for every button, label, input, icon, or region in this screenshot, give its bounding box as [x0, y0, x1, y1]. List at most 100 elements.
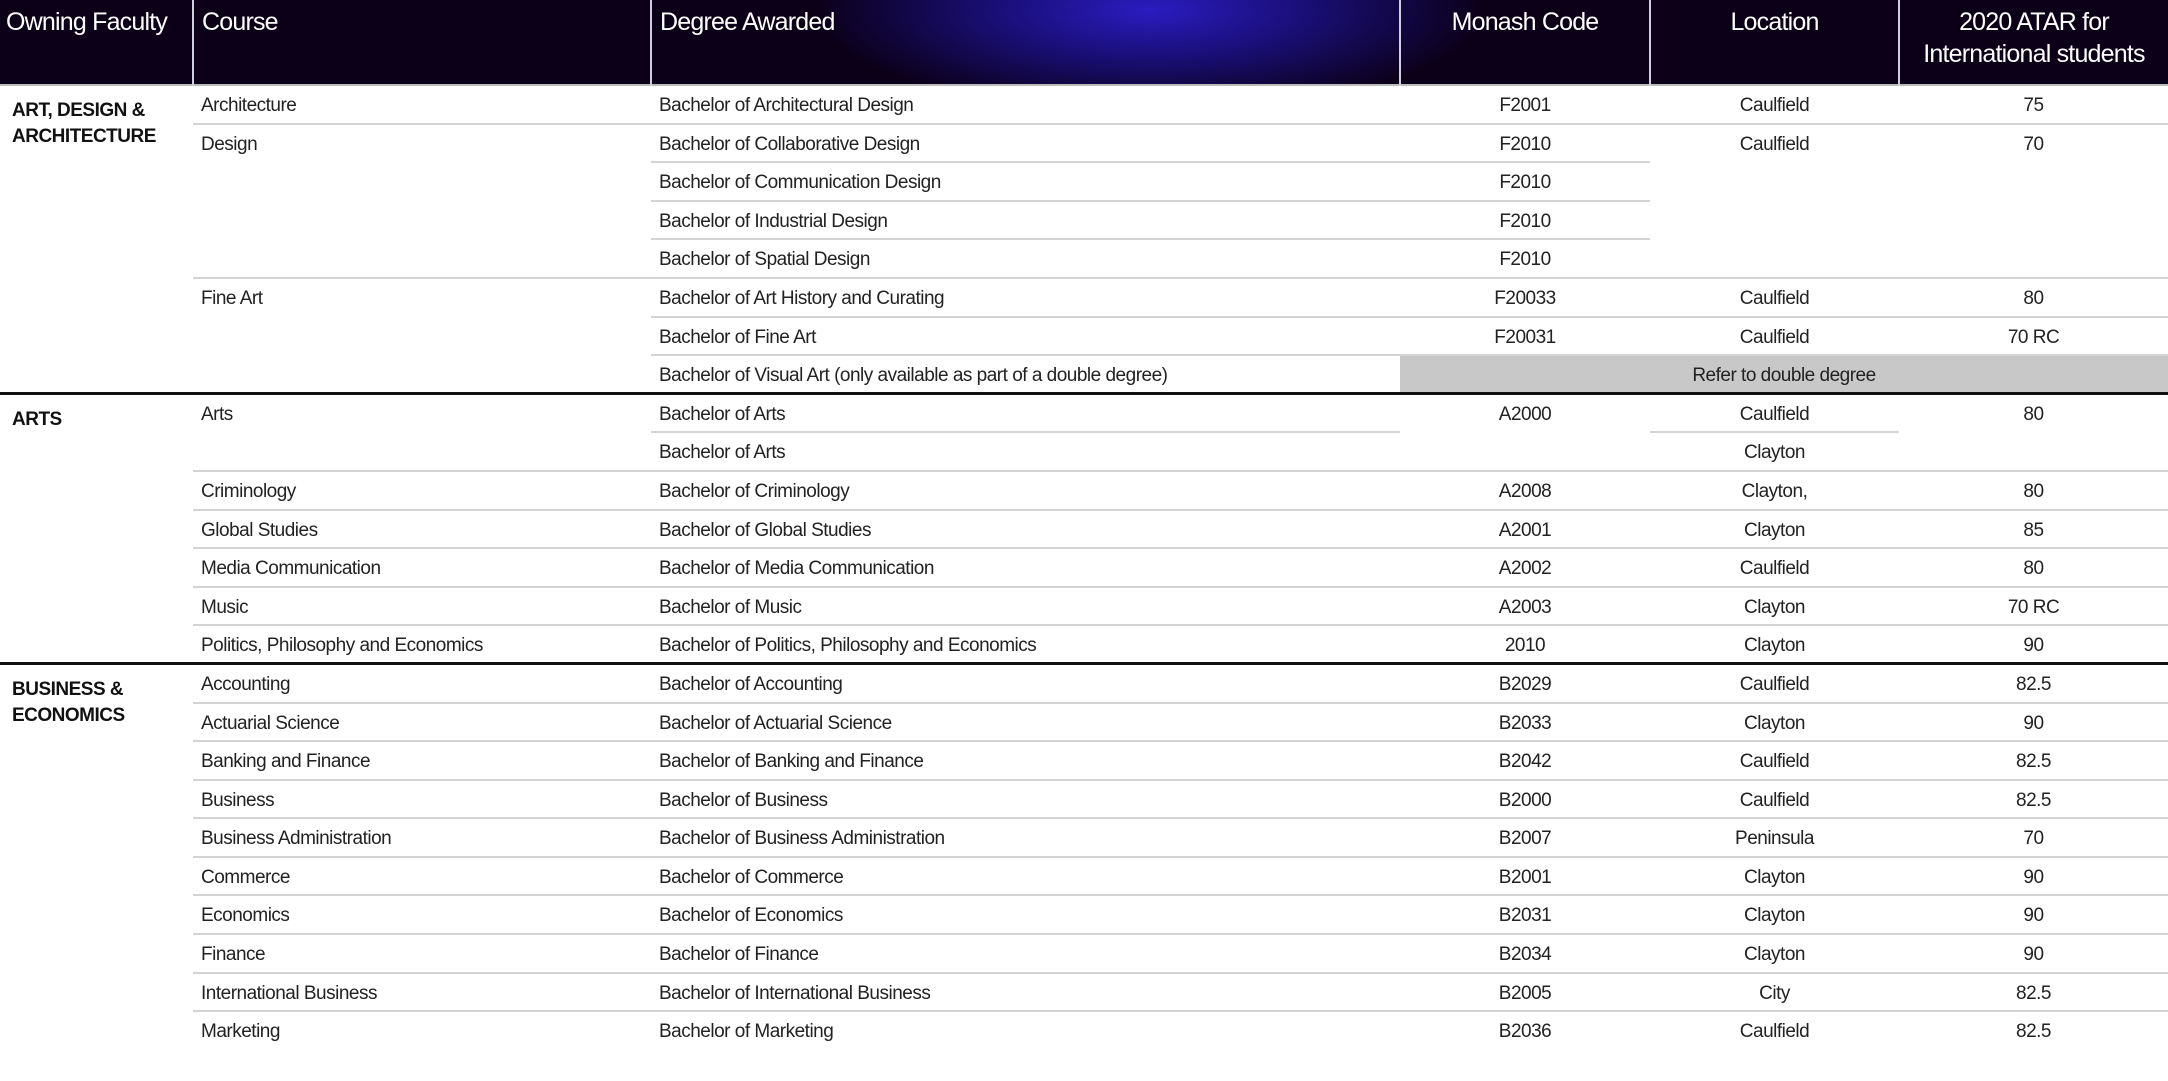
location-cell: Clayton — [1650, 431, 1899, 471]
location-cell: Clayton — [1650, 701, 1899, 742]
code-cell: A2002 — [1400, 547, 1650, 587]
course-cell: Arts — [193, 392, 651, 471]
table-row: Fine Art Bachelor of Art History and Cura… — [0, 276, 2168, 394]
atar-cell: 75 — [1899, 84, 2168, 124]
degree-cell: Bachelor of Finance — [651, 933, 1400, 973]
degree-cell: Bachelor of Spatial Design — [651, 238, 1400, 278]
code-cell: B2001 — [1400, 855, 1650, 896]
degree-cell: Bachelor of International Business — [651, 971, 1400, 1012]
location-cell: Clayton — [1650, 624, 1899, 664]
code-cell: B2034 — [1400, 933, 1650, 973]
header-owning-faculty: Owning Faculty — [6, 8, 168, 36]
location-cell: Caulfield — [1650, 84, 1899, 124]
degree-cell: Bachelor of Music — [651, 585, 1400, 626]
course-cell: Fine Art — [193, 276, 651, 394]
course-cell: Architecture — [193, 84, 651, 124]
location-cell: Caulfield — [1650, 547, 1899, 587]
location-cell: Peninsula — [1650, 817, 1899, 857]
header-location: Location — [1649, 0, 1899, 85]
table-row: Economics Bachelor of Economics B2031 Clayt… — [0, 894, 2168, 935]
faculty-cell: BUSINESS & ECONOMICS — [0, 662, 193, 1050]
course-cell: Politics, Philosophy and Economics — [193, 624, 651, 664]
atar-cell: 70 — [1899, 122, 2168, 278]
table-row: Criminology Bachelor of Criminology A2008 C… — [0, 469, 2168, 510]
code-cell: B2007 — [1400, 817, 1650, 857]
location-cell: Caulfield — [1650, 662, 1899, 703]
code-cell: B2031 — [1400, 894, 1650, 935]
course-cell: Media Communication — [193, 547, 651, 587]
code-cell: F20033 — [1400, 276, 1650, 317]
header-monash-code: Monash Code — [1399, 0, 1650, 85]
location-cell: Caulfield — [1650, 392, 1899, 433]
code-cell: 2010 — [1400, 624, 1650, 664]
course-cell: Accounting — [193, 662, 651, 703]
atar-cell: 70 RC — [1899, 315, 2168, 356]
table-row: Bachelor of Arts Clayton — [0, 431, 2168, 471]
code-cell: A2001 — [1400, 508, 1650, 549]
degree-cell: Bachelor of Communication Design — [651, 161, 1400, 201]
atar-cell: 82.5 — [1899, 740, 2168, 780]
atar-cell: 90 — [1899, 624, 2168, 664]
courses-table: Owning Faculty Course Degree Awarded Mon… — [0, 0, 2168, 1050]
header-row: Owning Faculty Course Degree Awarded Mon… — [0, 0, 2168, 85]
degree-cell: Bachelor of Business Administration — [651, 817, 1400, 857]
location-cell: Caulfield — [1650, 1010, 1899, 1050]
location-cell: City — [1650, 971, 1899, 1012]
code-cell: A2008 — [1400, 469, 1650, 510]
location-cell: Clayton — [1650, 585, 1899, 626]
table-row: Bachelor of Spatial Design F2010 — [0, 238, 2168, 278]
degree-cell: Bachelor of Marketing — [651, 1010, 1400, 1050]
course-cell: Global Studies — [193, 508, 651, 549]
degree-cell: Bachelor of Fine Art — [651, 315, 1400, 356]
location-cell: Clayton — [1650, 933, 1899, 973]
code-cell: F2001 — [1400, 84, 1650, 124]
location-cell: Clayton — [1650, 508, 1899, 549]
degree-cell: Bachelor of Banking and Finance — [651, 740, 1400, 780]
course-cell: Criminology — [193, 469, 651, 510]
atar-cell: 90 — [1899, 701, 2168, 742]
degree-cell: Bachelor of Commerce — [651, 855, 1400, 896]
table-row: Design Bachelor of Collaborative Design F2… — [0, 122, 2168, 278]
code-cell: B2036 — [1400, 1010, 1650, 1050]
table-row: Bachelor of Industrial Design F2010 — [0, 199, 2168, 240]
course-cell: Music — [193, 585, 651, 626]
location-cell: Clayton — [1650, 855, 1899, 896]
code-cell: B2005 — [1400, 971, 1650, 1012]
table-row: Bachelor of Fine Art F20031 Caulfield 70 RC — [0, 315, 2168, 356]
location-cell: Clayton — [1650, 894, 1899, 935]
course-cell: Actuarial Science — [193, 701, 651, 742]
course-cell: Marketing — [193, 1010, 651, 1050]
table-row: ART, DESIGN & ARCHITECTURE Architecture Ba… — [0, 84, 2168, 394]
table-row: Music Bachelor of Music A2003 Clayton 70 RC — [0, 585, 2168, 626]
table-row: Bachelor of Visual Art (only available a… — [0, 354, 2168, 394]
table-row: Bachelor of Communication Design F2010 — [0, 161, 2168, 201]
faculty-cell: ART, DESIGN & ARCHITECTURE — [0, 84, 193, 394]
location-cell: Caulfield — [1650, 740, 1899, 780]
code-cell: F2010 — [1400, 238, 1650, 278]
course-cell: Business — [193, 778, 651, 819]
table-row: Global Studies Bachelor of Global Studies… — [0, 508, 2168, 549]
code-cell: B2000 — [1400, 778, 1650, 819]
table-row: Business Administration Bachelor of Busin… — [0, 817, 2168, 857]
location-cell: Clayton, — [1650, 469, 1899, 510]
table-row: Actuarial Science Bachelor of Actuarial S… — [0, 701, 2168, 742]
table-row: ARTS Arts Bachelor of Arts A2000 Caulfield 80 — [0, 392, 2168, 664]
code-cell: A2000 — [1400, 392, 1650, 471]
atar-cell: 70 — [1899, 817, 2168, 857]
degree-cell: Bachelor of Industrial Design — [651, 199, 1400, 240]
table-row: Finance Bachelor of Finance B2034 Clayton 90 — [0, 933, 2168, 973]
table-row: International Business Bachelor of Intern… — [0, 971, 2168, 1012]
atar-cell: 90 — [1899, 933, 2168, 973]
degree-cell: Bachelor of Architectural Design — [651, 84, 1400, 124]
table-row: Business Bachelor of Business B2000 Caulfie… — [0, 778, 2168, 819]
degree-cell: Bachelor of Criminology — [651, 469, 1400, 510]
code-cell: F20031 — [1400, 315, 1650, 356]
course-cell: Design — [193, 122, 651, 278]
header-degree-awarded: Degree Awarded — [650, 0, 1400, 85]
table-row: Politics, Philosophy and Economics Bachel… — [0, 624, 2168, 664]
code-cell: F2010 — [1400, 199, 1650, 240]
degree-cell: Bachelor of Media Communication — [651, 547, 1400, 587]
code-cell: B2029 — [1400, 662, 1650, 703]
atar-cell: 80 — [1899, 276, 2168, 317]
degree-cell: Bachelor of Art History and Curating — [651, 276, 1400, 317]
